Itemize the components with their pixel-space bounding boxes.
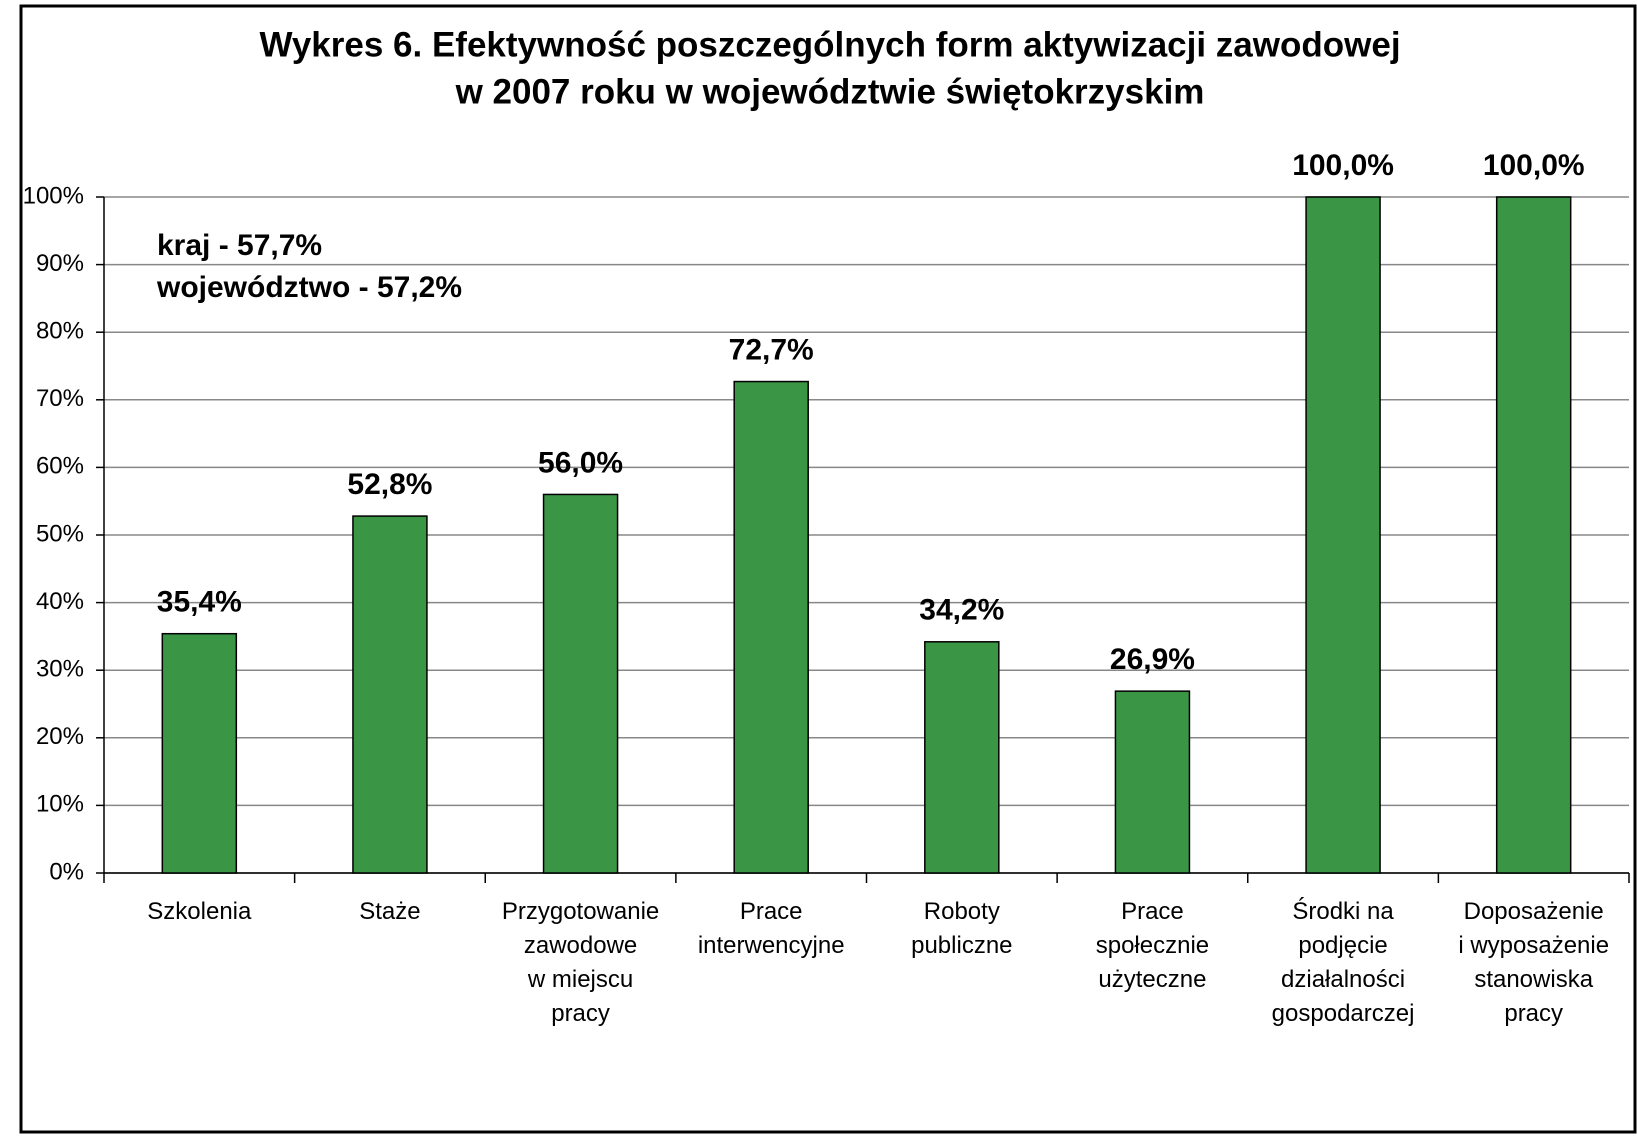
annotation: województwo - 57,2% — [156, 271, 462, 304]
y-tick-label: 0% — [49, 858, 84, 885]
value-label: 52,8% — [347, 468, 432, 501]
bar — [161, 632, 238, 874]
value-label: 100,0% — [1292, 149, 1394, 182]
y-tick-label: 70% — [36, 385, 84, 412]
x-tick-label: Prace interwencyjne — [698, 898, 845, 959]
value-label: 72,7% — [729, 333, 814, 366]
x-tick-label: Staże — [359, 898, 420, 925]
annotation: kraj - 57,7% — [157, 229, 322, 262]
value-label: 100,0% — [1483, 149, 1585, 182]
y-tick-label: 30% — [36, 656, 84, 683]
chart-title: w 2007 roku w województwie świętokrzyski… — [455, 72, 1205, 111]
y-tick-label: 10% — [36, 791, 84, 818]
bar — [1114, 690, 1191, 874]
bar — [733, 380, 809, 874]
value-label: 26,9% — [1110, 643, 1195, 676]
y-tick-label: 50% — [36, 520, 84, 547]
y-tick-label: 20% — [36, 723, 84, 750]
x-tick-label: Środki na podjęcie działalności gospodarcze… — [1272, 897, 1415, 1027]
value-label: 56,0% — [538, 446, 623, 479]
x-tick-label: Doposażenie i wyposażenie stanowiska pracy — [1458, 898, 1609, 1027]
bar — [542, 493, 619, 874]
y-tick-label: 60% — [36, 453, 84, 480]
x-tick-label: Prace społecznie użyteczne — [1096, 898, 1209, 993]
bar — [1305, 196, 1381, 874]
bar — [1495, 196, 1572, 874]
x-tick-label: Szkolenia — [147, 898, 252, 925]
y-tick-label: 40% — [36, 588, 84, 615]
value-label: 35,4% — [157, 586, 242, 619]
value-label: 34,2% — [919, 594, 1004, 627]
x-tick-label: Przygotowanie zawodowe w miejscu pracy — [502, 898, 659, 1027]
y-tick-label: 80% — [36, 318, 84, 345]
chart-title: Wykres 6. Efektywność poszczególnych for… — [259, 25, 1400, 64]
bar — [352, 515, 428, 874]
x-tick-label: Roboty publiczne — [911, 898, 1012, 959]
y-tick-label: 100% — [23, 182, 84, 209]
y-tick-label: 90% — [36, 250, 84, 277]
bar — [924, 641, 1000, 874]
